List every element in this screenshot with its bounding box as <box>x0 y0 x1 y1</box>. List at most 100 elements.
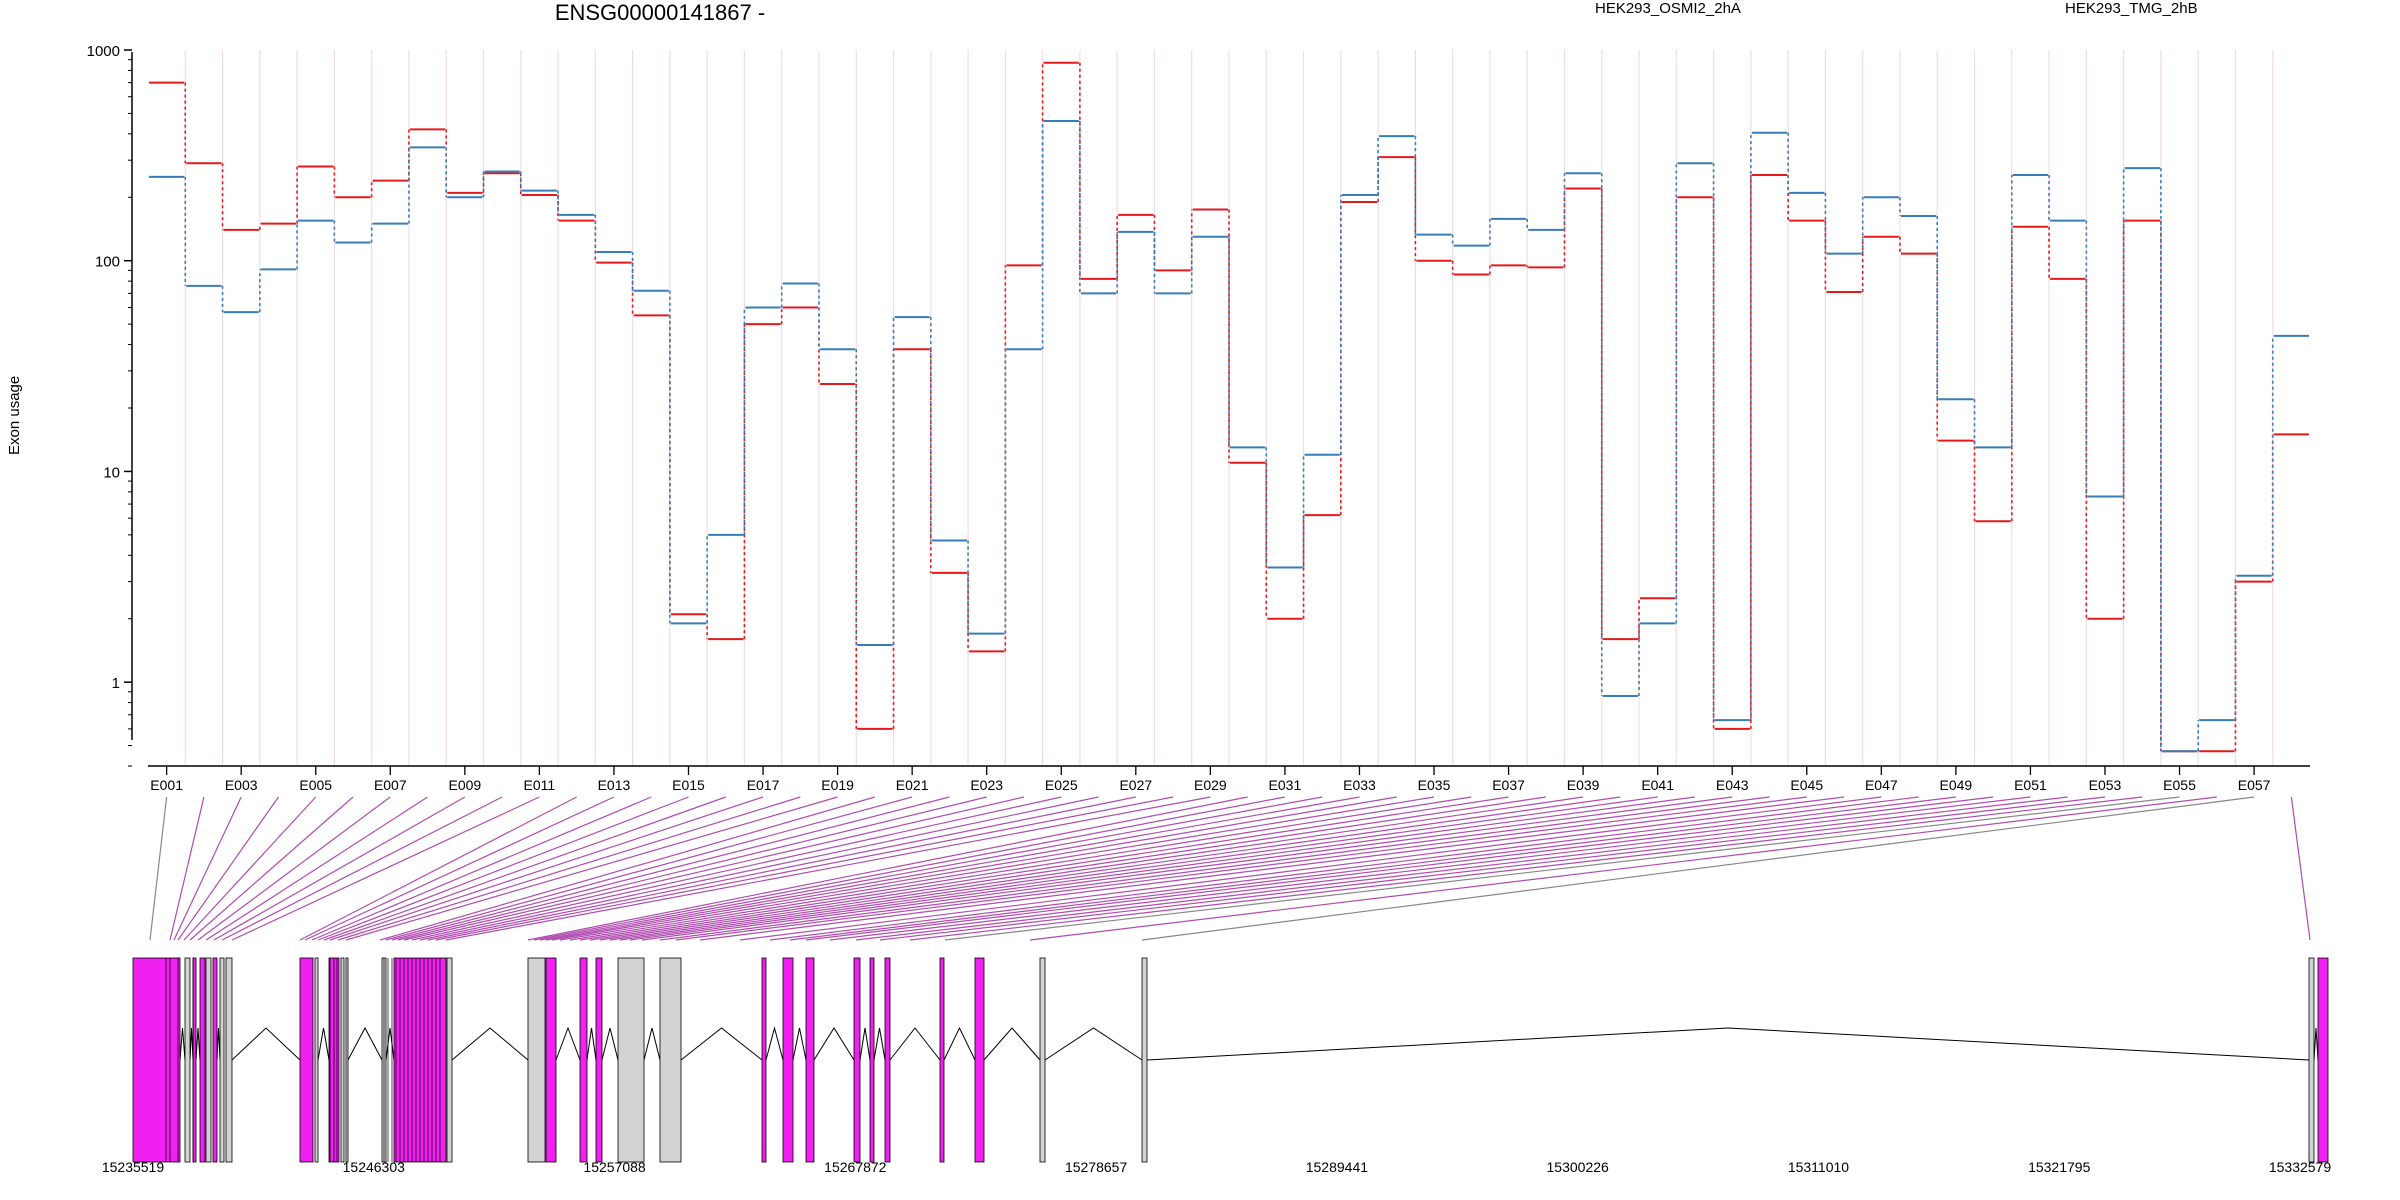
intron <box>1044 1027 1143 1061</box>
x-tick-label: E057 <box>2238 777 2271 793</box>
intron <box>2313 1027 2319 1061</box>
x-tick-label: E003 <box>225 777 258 793</box>
exon-connector <box>304 796 615 941</box>
exon-connector <box>944 796 2180 941</box>
x-tick-label: E037 <box>1492 777 1525 793</box>
intron <box>586 1027 597 1061</box>
x-tick-label: E033 <box>1343 777 1376 793</box>
intron <box>859 1027 871 1061</box>
intron <box>983 1027 1041 1061</box>
exon-connector <box>789 796 1956 941</box>
genomic-ticks: 15235519 15246303 15257088 15267872 15278657… <box>102 1159 2332 1175</box>
exon-connector <box>879 796 2106 941</box>
x-tick-label: E007 <box>374 777 407 793</box>
exon-connector <box>551 796 1397 941</box>
exon-connectors <box>149 796 2311 941</box>
exon <box>184 957 191 1163</box>
genomic-tick-label: 15278657 <box>1065 1159 1128 1175</box>
intron <box>347 1026 383 1061</box>
exon-connector <box>539 796 1323 941</box>
exon-connector <box>337 796 801 941</box>
exon-connector <box>379 796 876 941</box>
exon-highlighted <box>212 957 218 1163</box>
exon-connector <box>173 796 242 941</box>
exon-connector <box>345 796 838 941</box>
x-tick-label: E041 <box>1641 777 1674 793</box>
exon-highlighted <box>299 957 314 1163</box>
x-tick-label: E019 <box>821 777 854 793</box>
intron <box>813 1027 855 1061</box>
exon-connector <box>641 796 1733 941</box>
intron <box>555 1026 581 1061</box>
x-tick-label: E021 <box>896 777 929 793</box>
exon-highlighted <box>192 957 197 1163</box>
exon-connector <box>397 796 987 941</box>
x-tick-label: E023 <box>970 777 1003 793</box>
exon <box>205 957 212 1163</box>
exon <box>225 957 233 1163</box>
exon-connector <box>221 796 503 941</box>
intron <box>643 1027 661 1061</box>
intron <box>189 1027 194 1061</box>
exon-connector <box>231 796 540 941</box>
exon <box>314 957 319 1163</box>
x-tick-label: E049 <box>1940 777 1973 793</box>
x-tick-label: E017 <box>747 777 780 793</box>
exon-highlighted <box>545 957 557 1163</box>
x-tick-label: E009 <box>448 777 481 793</box>
exon <box>340 957 345 1163</box>
intron <box>317 1027 330 1061</box>
y-tick-label: 1000 <box>87 43 120 60</box>
exon-connector <box>659 796 1770 941</box>
exon-connector <box>533 796 1286 941</box>
exon <box>1141 957 1148 1163</box>
exon-highlighted <box>869 957 875 1163</box>
genomic-tick-label: 15235519 <box>102 1159 165 1175</box>
exon-connector <box>189 796 354 941</box>
exon-connector <box>403 796 1025 941</box>
intron <box>1146 1027 2310 1061</box>
exon-connector <box>323 796 726 941</box>
intron <box>179 1027 186 1061</box>
exon-connector <box>855 796 2068 941</box>
exon-connector <box>675 796 1807 941</box>
exon-connector <box>545 796 1360 941</box>
x-tick-label: E045 <box>1790 777 1823 793</box>
legend-series-b: HEK293_TMG_2hB <box>2065 0 2198 17</box>
exon-connector <box>411 796 1062 941</box>
exon-connector <box>1029 796 2217 941</box>
genomic-tick-label: 15257088 <box>583 1159 646 1175</box>
x-tick-label: E025 <box>1045 777 1078 793</box>
x-tick-label: E055 <box>2163 777 2196 793</box>
exon-connector <box>699 796 1845 941</box>
y-tick-label: 1 <box>112 675 120 692</box>
exon-highlighted <box>132 957 181 1163</box>
exon-connector <box>569 796 1472 941</box>
exon-connector <box>445 796 1211 941</box>
intron <box>680 1027 763 1061</box>
gene-model <box>132 957 2329 1163</box>
exon-highlighted <box>853 957 861 1163</box>
y-tick-label: 10 <box>103 464 120 481</box>
exon-connector <box>579 796 1509 941</box>
exon-connector <box>589 796 1546 941</box>
exon-connector <box>805 796 1994 941</box>
x-tick-label: E039 <box>1567 777 1600 793</box>
exon-highlighted <box>595 957 603 1163</box>
x-tick-label: E001 <box>150 777 183 793</box>
x-tick-label: E043 <box>1716 777 1749 793</box>
exon-connector <box>1141 796 2255 941</box>
x-tick-label: E029 <box>1194 777 1227 793</box>
x-tick-label: E005 <box>299 777 332 793</box>
x-tick-label: E015 <box>672 777 705 793</box>
exon-connector <box>419 796 1099 941</box>
exon-highlighted <box>761 957 767 1163</box>
exon-connector <box>311 796 652 941</box>
exon <box>1039 957 1046 1163</box>
x-tick-label: E027 <box>1119 777 1152 793</box>
exon <box>527 957 546 1163</box>
genomic-tick-label: 15267872 <box>824 1159 887 1175</box>
exon-connector <box>769 796 1919 941</box>
exon-connector <box>609 796 1621 941</box>
